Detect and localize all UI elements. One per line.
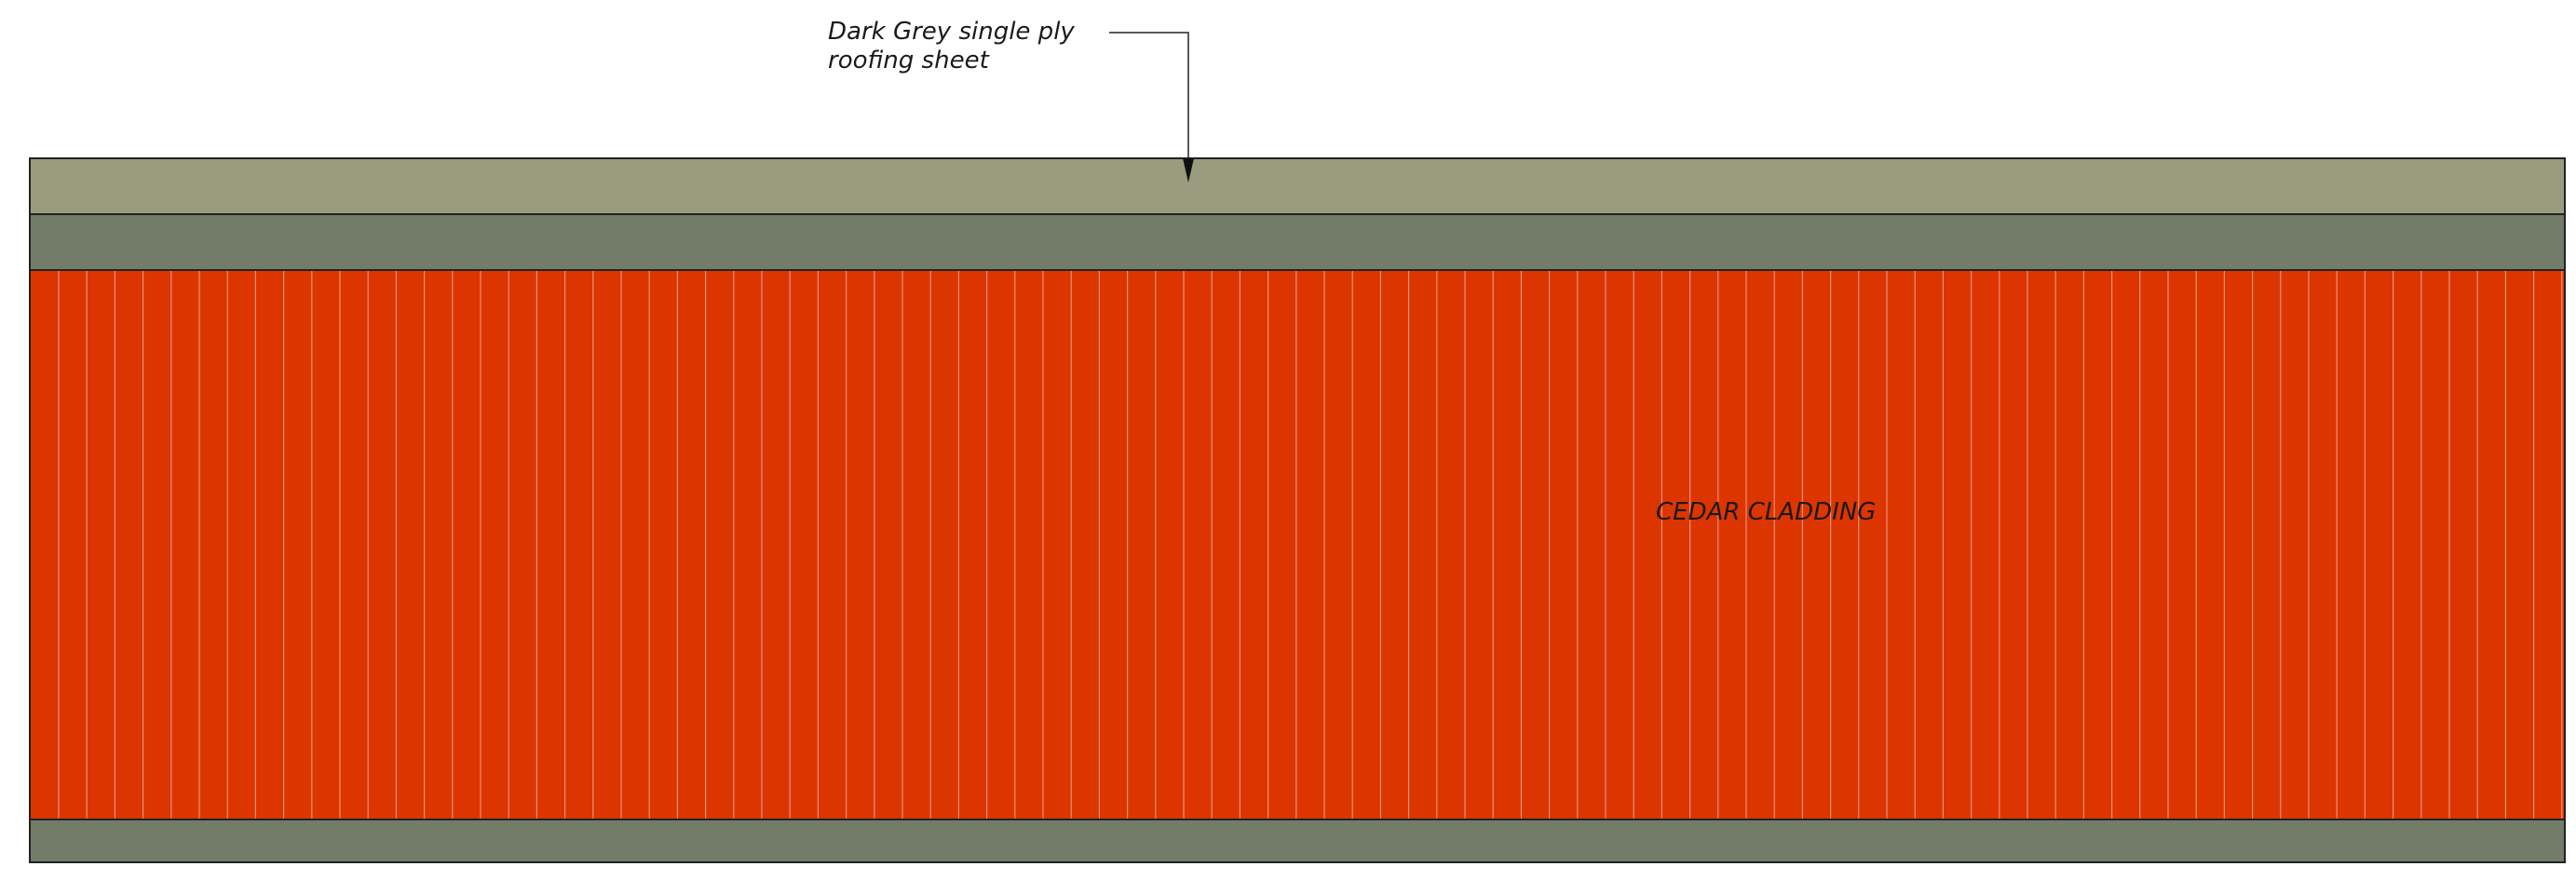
roof-note-line: Dark Grey single ply: [828, 18, 1075, 46]
roof-note-line: roofing sheet: [828, 47, 990, 74]
cedar-cladding: [29, 269, 2566, 820]
fascia-band: [29, 213, 2566, 271]
cladding-label: CEDAR CLADDING: [1656, 498, 1876, 526]
leader-arrow: [1183, 158, 1194, 183]
leader-line: [1109, 32, 1189, 173]
base-band: [29, 819, 2566, 863]
cladding-boards: [58, 271, 2563, 819]
roof-sheet-band: [29, 157, 2566, 215]
